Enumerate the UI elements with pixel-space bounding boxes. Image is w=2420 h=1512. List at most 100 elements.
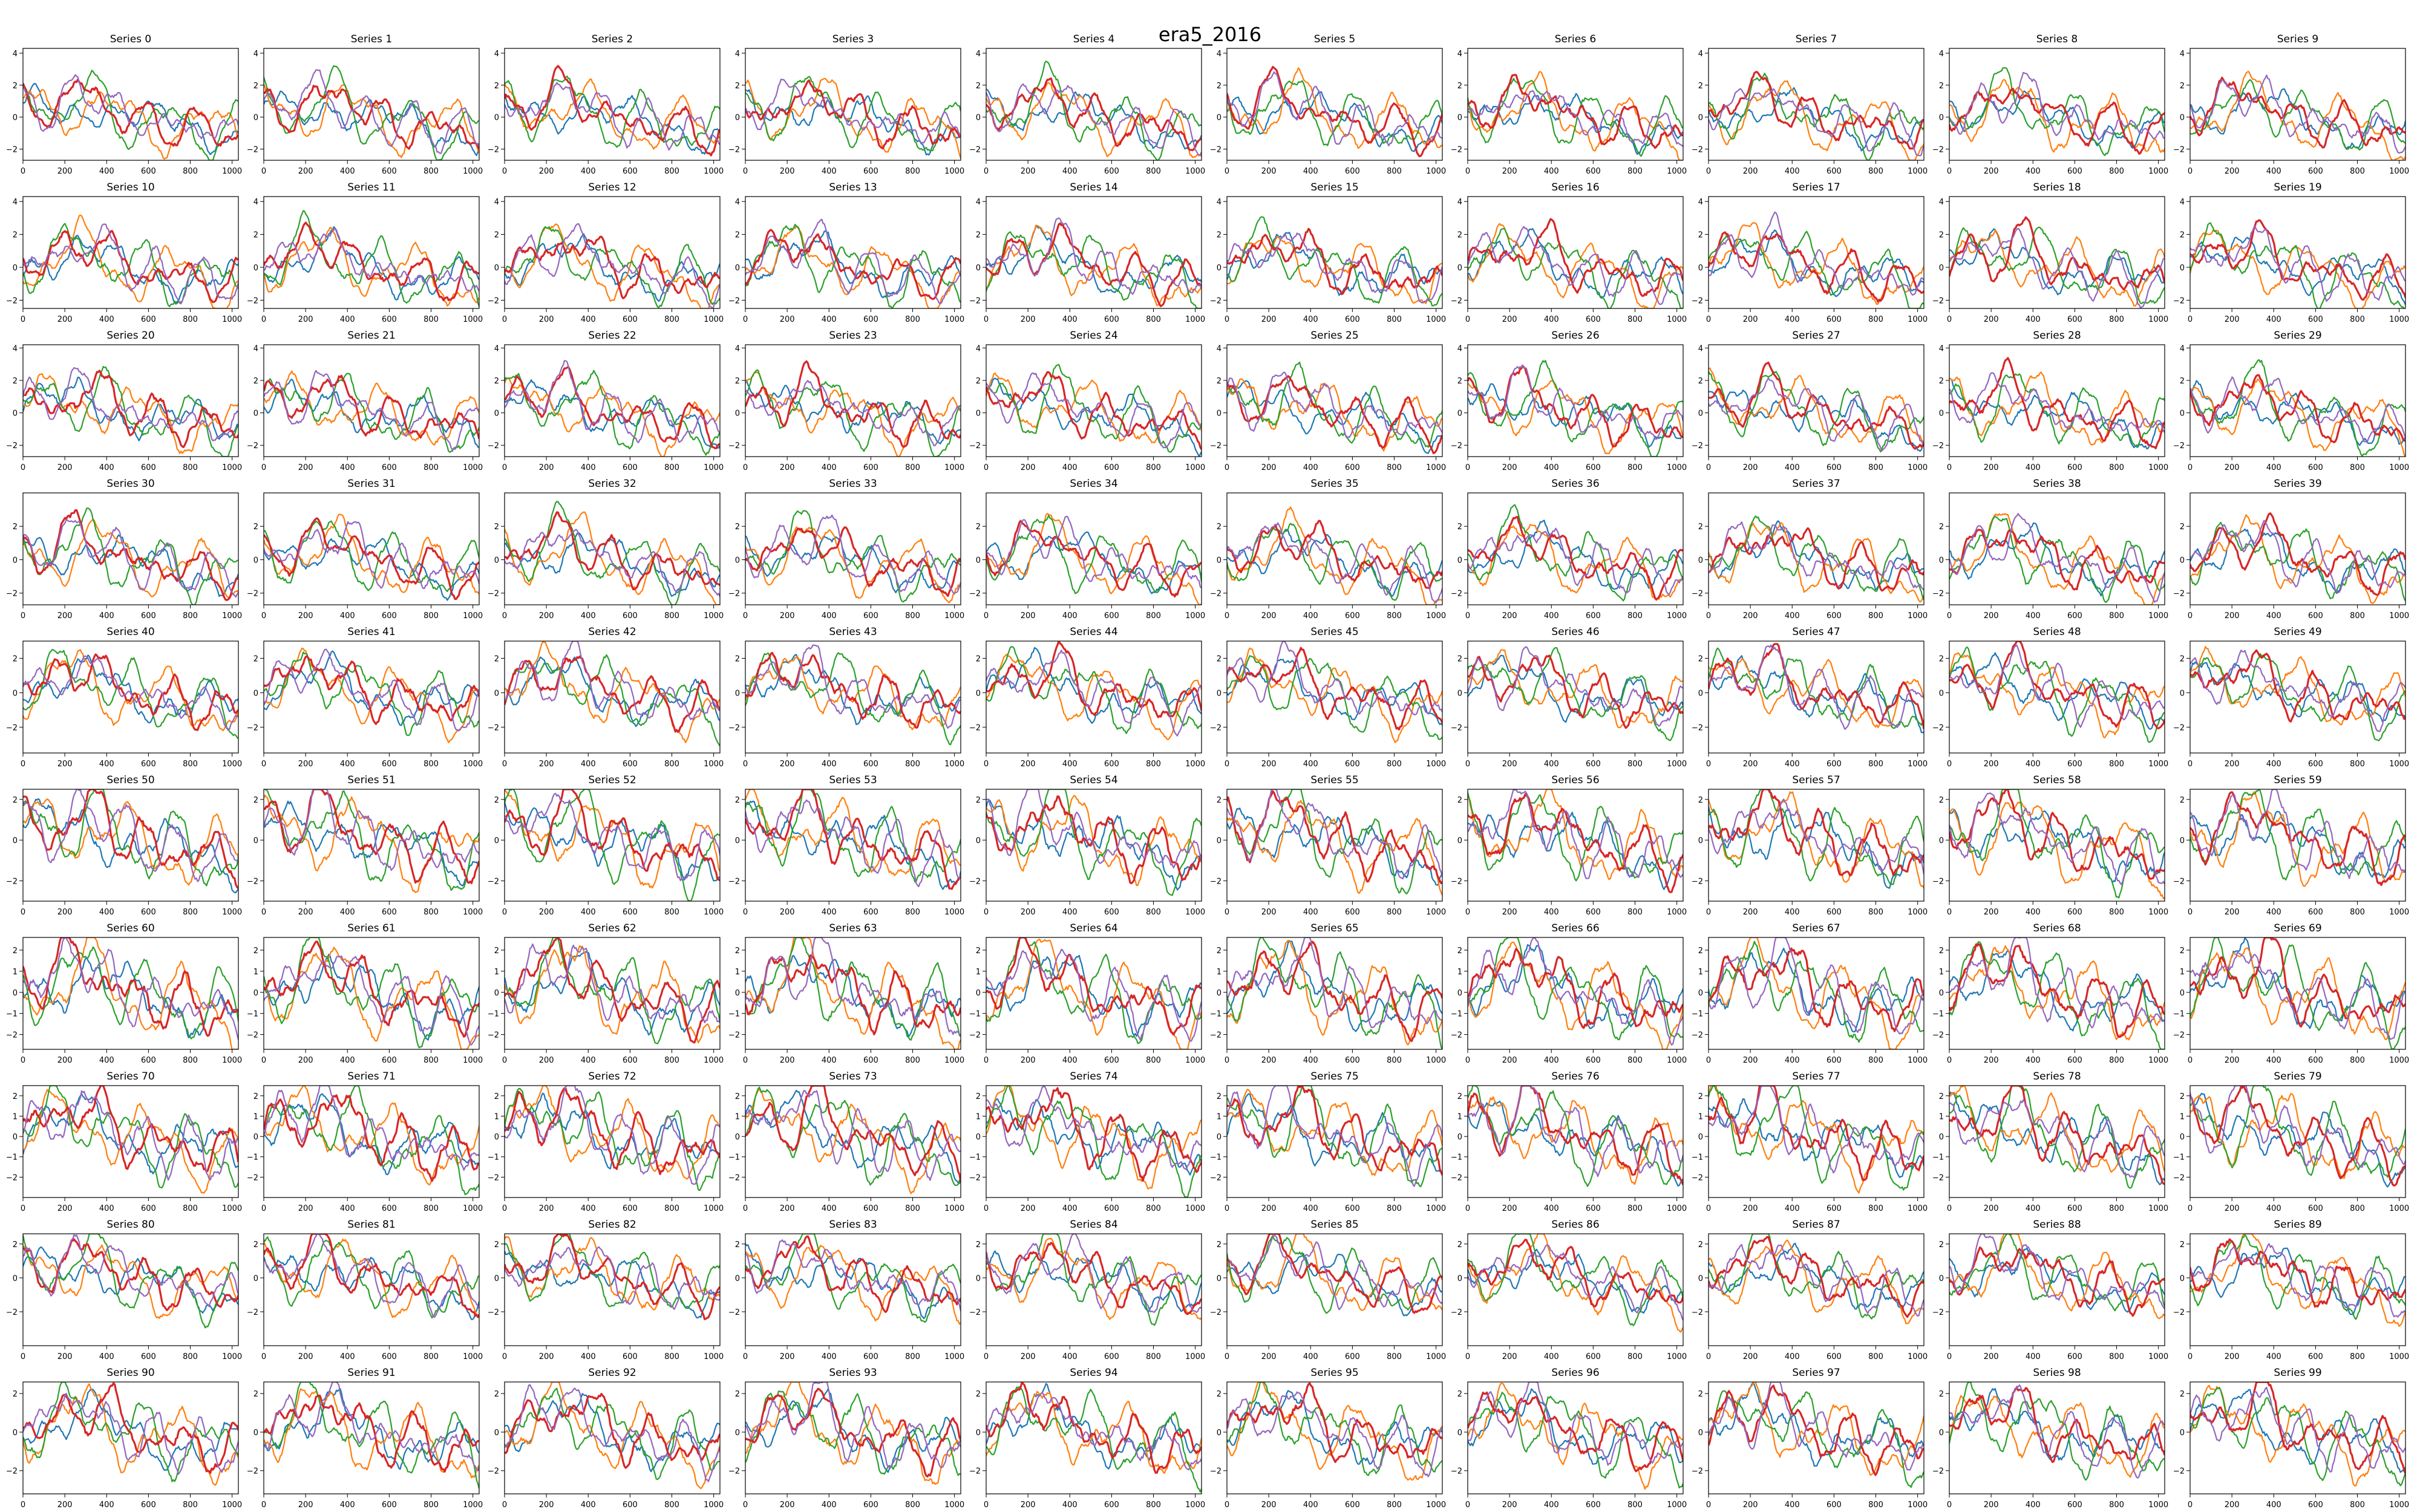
x-tick-label: 600 <box>863 1056 878 1065</box>
x-tick-label: 0 <box>502 167 507 176</box>
panel-frame <box>745 344 961 457</box>
x-tick-label: 1000 <box>1908 1501 1928 1510</box>
panel-frame <box>504 48 721 161</box>
y-tick-label: 2 <box>1939 654 1944 663</box>
x-tick-label: 800 <box>905 760 920 769</box>
x-tick-label: 1000 <box>1426 463 1446 472</box>
series-lines <box>264 210 479 307</box>
series-line <box>1227 1093 1442 1175</box>
series-lines <box>745 1234 961 1325</box>
panel-title: Series 52 <box>588 774 636 786</box>
y-tick-label: 1 <box>2180 1112 2185 1121</box>
series-line <box>23 367 238 442</box>
y-tick-label: 1 <box>735 1112 740 1121</box>
series-line <box>2190 789 2405 881</box>
panel: Series 830 200 400 600 800 1000−202 <box>728 1219 964 1361</box>
series-lines <box>2190 1234 2405 1327</box>
x-tick-label: 600 <box>623 1352 638 1361</box>
panel-frame <box>22 789 239 902</box>
x-tick-label: 600 <box>1586 1056 1601 1065</box>
series-line <box>505 789 720 882</box>
x-tick-label: 1000 <box>1185 760 1205 769</box>
panel-frame <box>1949 640 2165 754</box>
y-tick-label: 2 <box>976 1240 981 1250</box>
y-tick-label: −2 <box>247 1308 258 1317</box>
panel-title: Series 80 <box>106 1219 154 1231</box>
series-lines <box>1227 641 1442 743</box>
y-tick-label: −2 <box>1451 590 1462 599</box>
panel-title: Series 9 <box>2277 33 2319 45</box>
panel-title: Series 48 <box>2033 626 2081 638</box>
panel: Series 800 200 400 600 800 1000−202 <box>6 1219 242 1361</box>
series-line <box>1468 223 1683 308</box>
x-tick-label: 200 <box>2225 1056 2240 1065</box>
panel-frame <box>1949 196 2165 309</box>
series-line <box>745 789 961 890</box>
x-tick-label: 0 <box>502 1352 507 1361</box>
x-tick-label: 0 <box>21 463 25 472</box>
panel: Series 920 200 400 600 800 1000−202 <box>488 1367 724 1510</box>
y-tick-label: 1 <box>1217 968 1221 977</box>
x-tick-label: 1000 <box>704 1204 724 1213</box>
x-tick-label: 800 <box>664 1204 679 1213</box>
panel-title: Series 75 <box>1310 1070 1358 1083</box>
panel-title: Series 89 <box>2274 1219 2321 1231</box>
x-tick-label: 800 <box>1627 315 1643 324</box>
series-line <box>745 937 961 1041</box>
series-lines <box>745 218 961 308</box>
y-tick-label: 1 <box>2180 968 2185 977</box>
x-tick-label: 0 <box>743 463 748 472</box>
x-tick-label: 1000 <box>1667 760 1687 769</box>
panel: Series 490 200 400 600 800 1000−202 <box>2173 626 2409 769</box>
y-tick-label: 0 <box>2180 1133 2185 1142</box>
panel-frame <box>1949 1085 2165 1198</box>
y-tick-label: 0 <box>735 989 740 998</box>
panel: Series 370 200 400 600 800 1000−202 <box>1692 478 1928 621</box>
x-tick-label: 0 <box>21 760 25 769</box>
panel-frame <box>1467 492 1684 605</box>
x-tick-label: 800 <box>424 611 439 621</box>
x-tick-label: 0 <box>743 908 748 917</box>
series-line <box>264 1086 479 1196</box>
series-line <box>1709 1242 1924 1310</box>
x-tick-label: 800 <box>1387 1056 1402 1065</box>
y-tick-label: 2 <box>735 1092 740 1101</box>
series-line <box>505 223 720 308</box>
y-tick-label: 0 <box>1457 114 1462 123</box>
y-tick-label: 2 <box>1217 523 1221 532</box>
x-tick-label: 200 <box>298 1352 313 1361</box>
panel-frame <box>504 1233 721 1346</box>
series-line <box>1227 232 1442 304</box>
y-tick-label: 2 <box>13 796 18 805</box>
panel-title: Series 90 <box>106 1367 154 1379</box>
series-line <box>505 945 720 1044</box>
x-tick-label: 600 <box>2067 1352 2082 1361</box>
panel: Series 410 200 400 600 800 1000−202 <box>247 626 483 769</box>
y-tick-label: 2 <box>494 231 499 240</box>
panel: Series 380 200 400 600 800 1000−202 <box>1932 478 2168 621</box>
panel-frame <box>22 1085 239 1198</box>
y-tick-label: −2 <box>1451 723 1462 732</box>
x-tick-label: 600 <box>2067 1204 2082 1213</box>
y-tick-label: 2 <box>253 377 258 386</box>
series-line <box>986 373 1202 444</box>
y-tick-label: 4 <box>735 50 740 59</box>
series-line <box>745 654 961 725</box>
series-line <box>2190 512 2405 596</box>
panel-frame <box>986 196 1202 309</box>
y-tick-label: 0 <box>494 556 499 565</box>
y-tick-label: 4 <box>1457 344 1462 353</box>
panel-title: Series 47 <box>1792 626 1840 638</box>
series-line <box>745 651 961 729</box>
y-tick-label: −1 <box>488 1010 499 1019</box>
y-tick-label: 2 <box>13 1092 18 1101</box>
y-tick-label: −2 <box>1932 296 1944 305</box>
panel-frame <box>263 640 480 754</box>
x-tick-label: 1000 <box>2389 1352 2409 1361</box>
series-line <box>1468 1391 1683 1473</box>
y-tick-label: −1 <box>1932 1010 1944 1019</box>
series-line <box>1709 1243 1924 1317</box>
x-tick-label: 1000 <box>1667 1204 1687 1213</box>
